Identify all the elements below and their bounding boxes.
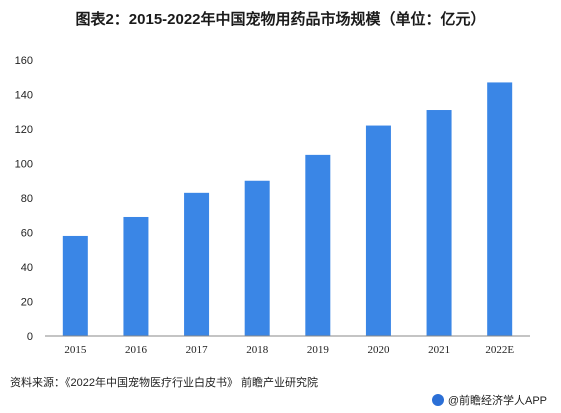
x-tick-label: 2016	[125, 344, 148, 356]
bars	[62, 82, 513, 337]
x-tick-label: 2018	[246, 344, 269, 356]
x-tick-label: 2019	[307, 344, 330, 356]
x-tick-label: 2015	[64, 344, 87, 356]
y-tick-label: 140	[15, 90, 33, 102]
brand-mark: @前瞻经济学人APP	[431, 392, 547, 408]
y-tick-label: 160	[15, 55, 33, 67]
y-tick-label: 80	[21, 193, 33, 205]
bar-2019	[305, 154, 331, 336]
y-tick-label: 40	[21, 262, 33, 274]
y-tick-label: 20	[21, 297, 33, 309]
bar-2017	[184, 192, 210, 336]
x-tick-label: 2021	[428, 344, 450, 356]
brand-logo-icon	[431, 394, 444, 406]
brand-text: @前瞻经济学人APP	[447, 395, 547, 407]
y-tick-label: 60	[21, 228, 33, 240]
source-note: 资料来源：《2022年中国宠物医疗行业白皮书》 前瞻产业研究院	[10, 377, 319, 389]
x-axis: 2015 2016 2017 2018 2019 2020 2021 2022E	[45, 335, 530, 356]
x-tick-label: 2017	[186, 344, 209, 356]
bar-2022E	[487, 82, 513, 336]
bar-2021	[426, 110, 452, 337]
bar-2020	[365, 125, 391, 336]
y-tick-label: 120	[15, 124, 33, 136]
y-axis: 0 20 40 60 80 100 120 140 160	[15, 55, 33, 343]
bar-2016	[123, 216, 149, 336]
y-tick-label: 0	[27, 331, 33, 343]
bar-2018	[244, 180, 270, 336]
bar-2015	[62, 235, 88, 336]
x-tick-label: 2020	[367, 344, 390, 356]
y-tick-label: 100	[15, 159, 33, 171]
x-tick-label: 2022E	[485, 344, 514, 356]
chart-title: 图表2：2015-2022年中国宠物用药品市场规模（单位：亿元）	[75, 11, 486, 28]
